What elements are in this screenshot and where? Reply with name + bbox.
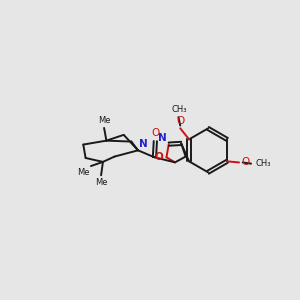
Text: N: N <box>139 139 148 149</box>
Text: Me: Me <box>95 178 107 187</box>
Text: CH₃: CH₃ <box>171 105 187 114</box>
Text: N: N <box>158 133 167 143</box>
Text: CH₃: CH₃ <box>255 159 271 168</box>
Text: Me: Me <box>98 116 110 125</box>
Text: O: O <box>176 116 184 126</box>
Text: O: O <box>151 128 160 138</box>
Text: Me: Me <box>77 168 89 177</box>
Text: O: O <box>155 152 164 162</box>
Text: O: O <box>242 157 250 167</box>
